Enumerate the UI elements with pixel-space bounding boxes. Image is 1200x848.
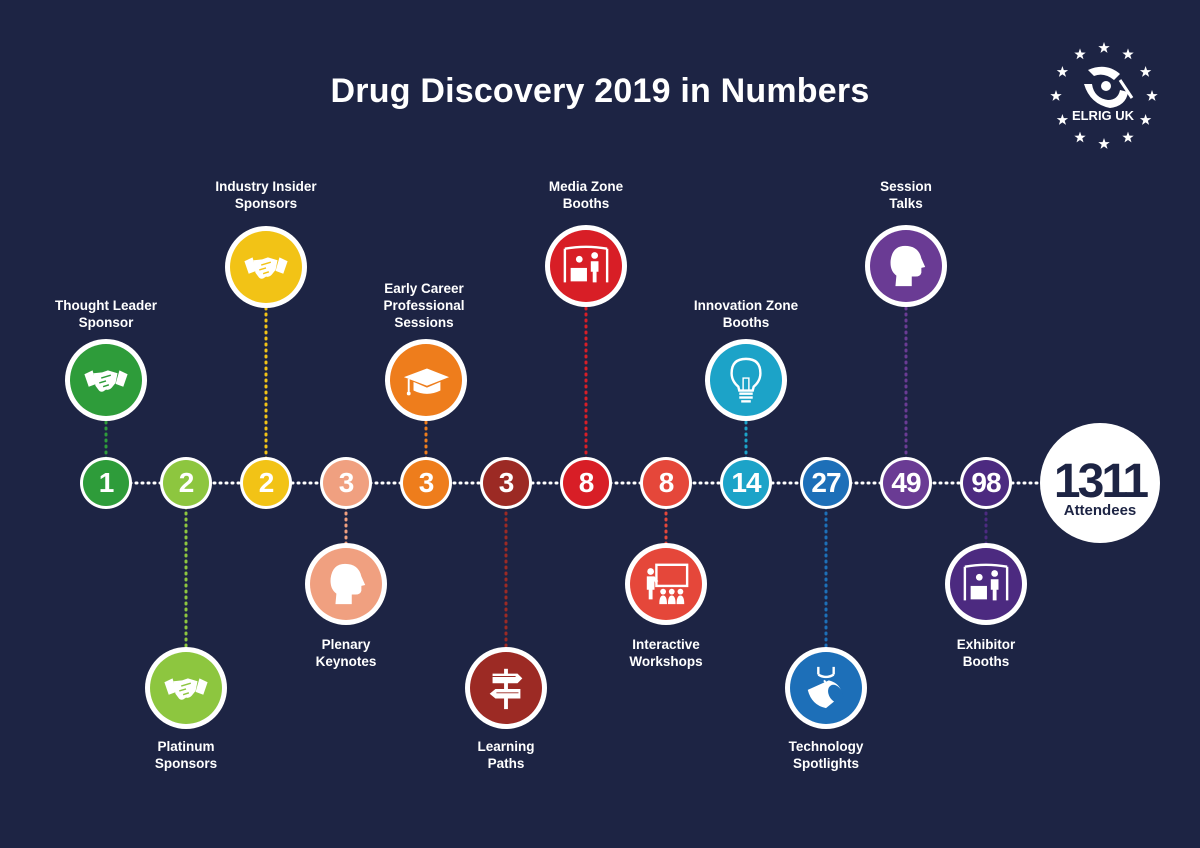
item-value: 49	[891, 467, 921, 498]
booth-icon	[545, 225, 627, 307]
handshake-icon	[225, 226, 307, 308]
lightbulb-icon	[705, 339, 787, 421]
number-node	[800, 457, 852, 509]
item-label: Learning Paths	[477, 739, 535, 771]
item-label: Platinum Sponsors	[154, 739, 218, 771]
spotlight-icon	[785, 647, 867, 729]
final-node	[1040, 423, 1160, 543]
item-label: Early Career Professional Sessions	[383, 281, 465, 330]
handshake-icon	[145, 647, 227, 729]
elrig-star-logo-icon	[1050, 42, 1158, 149]
item-value: 3	[498, 467, 515, 498]
handshake-icon	[65, 339, 147, 421]
page-title: Drug Discovery 2019 in Numbers	[330, 72, 870, 110]
number-node	[240, 457, 292, 509]
item-label: Innovation Zone Booths	[693, 298, 799, 330]
item-value: 1	[98, 467, 115, 498]
logo-text: ELRIG UK	[1071, 108, 1135, 123]
head-profile-icon	[305, 543, 387, 625]
workshop-icon	[625, 543, 707, 625]
head-profile-icon	[865, 225, 947, 307]
item-label: Exhibitor Booths	[956, 637, 1016, 669]
booth-icon	[945, 543, 1027, 625]
number-node	[80, 457, 132, 509]
item-value: 14	[731, 467, 761, 498]
item-value: 98	[971, 467, 1001, 498]
number-node	[480, 457, 532, 509]
item-label: Media Zone Booths	[548, 179, 624, 211]
item-label: Thought Leader Sponsor	[55, 298, 157, 330]
item-label: Plenary Keynotes	[315, 637, 377, 669]
item-value: 27	[811, 467, 841, 498]
item-value: 3	[338, 467, 355, 498]
item-value: 3	[418, 467, 435, 498]
item-value: 2	[258, 467, 275, 498]
number-node	[560, 457, 612, 509]
item-label: Industry Insider Sponsors	[215, 179, 317, 211]
item-value: 2	[178, 467, 195, 498]
number-node	[880, 457, 932, 509]
final-count: 1311	[1053, 455, 1149, 508]
item-label: Interactive Workshops	[629, 637, 703, 669]
item-value: 8	[658, 467, 675, 498]
item-label: Session Talks	[880, 179, 932, 211]
number-node	[640, 457, 692, 509]
number-node	[320, 457, 372, 509]
number-node	[960, 457, 1012, 509]
number-node	[400, 457, 452, 509]
signpost-icon	[465, 647, 547, 729]
item-label: Technology Spotlights	[788, 739, 864, 771]
item-value: 8	[578, 467, 595, 498]
number-node	[160, 457, 212, 509]
graduation-cap-icon	[385, 339, 467, 421]
final-count-label: Attendees	[1063, 502, 1137, 519]
number-node	[720, 457, 772, 509]
